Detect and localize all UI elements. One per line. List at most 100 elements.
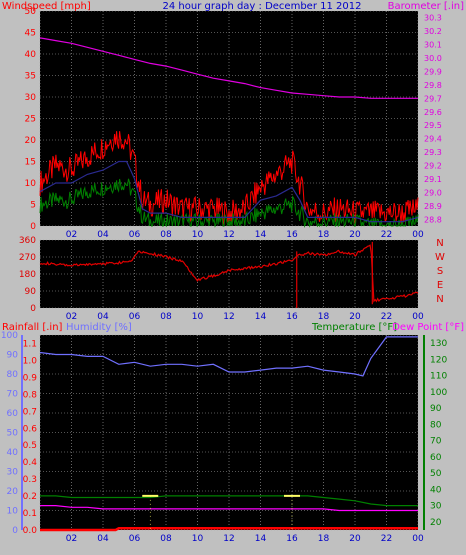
x-tick-label: 12 — [223, 534, 234, 544]
y-tick-temperature: 40 — [430, 485, 442, 495]
y-tick-rainfall: 0.8 — [23, 390, 38, 400]
y-tick-barometer: 30.3 — [424, 14, 442, 23]
compass-label: W — [435, 252, 445, 263]
y-tick-humidity: 30 — [7, 468, 19, 478]
y-tick-temperature: 100 — [430, 388, 447, 398]
y-tick-rainfall: 0.0 — [23, 526, 38, 536]
y-tick-temperature: 130 — [430, 339, 447, 349]
y-tick-humidity: 0 — [12, 526, 18, 536]
y-tick-direction: 90 — [25, 287, 37, 297]
y-tick-barometer: 29.4 — [424, 135, 442, 144]
x-tick-label: 08 — [160, 230, 172, 240]
windspeed-line — [39, 131, 419, 227]
y-tick-temperature: 60 — [430, 453, 442, 463]
x-tick-label: 04 — [97, 534, 109, 544]
y-tick-barometer: 29.8 — [424, 81, 442, 90]
y-tick-rainfall: 0.3 — [23, 475, 37, 485]
y-tick-barometer: 29.6 — [424, 108, 442, 117]
x-tick-label: 20 — [349, 230, 361, 240]
compass-label: N — [436, 294, 443, 305]
y-tick-temperature: 30 — [430, 502, 442, 512]
x-tick-label: 14 — [255, 534, 267, 544]
y-tick-temperature: 20 — [430, 518, 442, 528]
x-tick-label: 04 — [97, 230, 109, 240]
y-tick-barometer: 30.2 — [424, 27, 442, 36]
y-tick-humidity: 50 — [7, 429, 19, 439]
y-tick-temperature: 50 — [430, 469, 442, 479]
x-tick-label: 16 — [286, 230, 298, 240]
y-tick-humidity: 100 — [1, 331, 18, 341]
temperature-line — [40, 495, 418, 507]
x-tick-label: 18 — [318, 312, 330, 322]
y-tick-windspeed: 30 — [25, 93, 37, 103]
y-tick-barometer: 29.9 — [424, 67, 442, 76]
y-tick-temperature: 70 — [430, 437, 442, 447]
y-tick-windspeed: 35 — [25, 72, 36, 82]
dewpoint-line — [40, 505, 418, 512]
y-tick-rainfall: 1.1 — [23, 339, 37, 349]
x-tick-label: 22 — [381, 534, 392, 544]
wind-average-line — [39, 160, 419, 223]
y-tick-humidity: 20 — [7, 487, 19, 497]
y-tick-direction: 270 — [19, 253, 36, 263]
compass-label: E — [437, 280, 443, 291]
y-tick-barometer: 29.1 — [424, 175, 442, 184]
y-tick-windspeed: 5 — [30, 201, 36, 211]
y-tick-direction: 0 — [30, 304, 36, 314]
y-tick-rainfall: 0.2 — [23, 492, 37, 502]
wind-direction-line — [39, 244, 419, 303]
x-tick-label: 20 — [349, 312, 361, 322]
x-tick-label: 00 — [412, 312, 424, 322]
wind-low-line — [39, 178, 419, 228]
y-tick-temperature: 120 — [430, 355, 447, 365]
y-tick-barometer: 28.9 — [424, 202, 442, 211]
y-tick-temperature: 90 — [430, 404, 442, 414]
x-tick-label: 16 — [286, 534, 298, 544]
y-tick-barometer: 29.5 — [424, 121, 442, 130]
y-tick-windspeed: 10 — [25, 179, 37, 189]
x-tick-label: 12 — [223, 230, 234, 240]
humidity-line — [39, 336, 418, 377]
y-tick-humidity: 10 — [7, 507, 19, 517]
y-tick-rainfall: 0.4 — [23, 458, 38, 468]
y-tick-rainfall: 0.1 — [23, 509, 37, 519]
y-tick-windspeed: 40 — [25, 50, 37, 60]
chart-title: 24 hour graph day : December 11 2012 — [163, 1, 362, 12]
y-tick-humidity: 80 — [7, 370, 19, 380]
y-tick-barometer: 29.7 — [424, 94, 442, 103]
x-tick-label: 22 — [381, 230, 392, 240]
y-axis-label-rainfall: Rainfall [.in] — [2, 322, 63, 333]
y-tick-humidity: 60 — [7, 409, 19, 419]
y-axis-label-humidity: Humidity [%] — [66, 322, 132, 333]
y-axis-label-windspeed: Windspeed [mph] — [2, 1, 91, 12]
y-tick-rainfall: 0.5 — [23, 441, 37, 451]
y-tick-rainfall: 0.9 — [23, 373, 38, 383]
x-tick-label: 06 — [129, 230, 141, 240]
x-tick-label: 18 — [318, 230, 330, 240]
x-tick-label: 04 — [97, 312, 109, 322]
y-tick-barometer: 30.1 — [424, 41, 442, 50]
y-tick-temperature: 80 — [430, 420, 442, 430]
y-tick-windspeed: 25 — [25, 115, 36, 125]
y-tick-barometer: 29.2 — [424, 162, 442, 171]
x-tick-label: 10 — [192, 230, 204, 240]
x-tick-label: 14 — [255, 312, 267, 322]
x-tick-label: 00 — [412, 534, 424, 544]
y-tick-barometer: 28.8 — [424, 215, 442, 224]
x-tick-label: 10 — [192, 534, 204, 544]
y-tick-rainfall: 1.0 — [23, 356, 38, 366]
y-tick-barometer: 29.3 — [424, 148, 442, 157]
y-tick-barometer: 29.0 — [424, 188, 442, 197]
y-tick-humidity: 70 — [7, 390, 19, 400]
y-tick-windspeed: 15 — [25, 158, 36, 168]
rainfall-line — [40, 527, 418, 532]
y-tick-rainfall: 0.7 — [23, 407, 37, 417]
x-tick-label: 14 — [255, 230, 267, 240]
x-tick-label: 12 — [223, 312, 234, 322]
y-tick-rainfall: 0.6 — [23, 424, 38, 434]
x-tick-label: 20 — [349, 534, 361, 544]
x-tick-label: 22 — [381, 312, 392, 322]
y-tick-windspeed: 45 — [25, 29, 36, 39]
